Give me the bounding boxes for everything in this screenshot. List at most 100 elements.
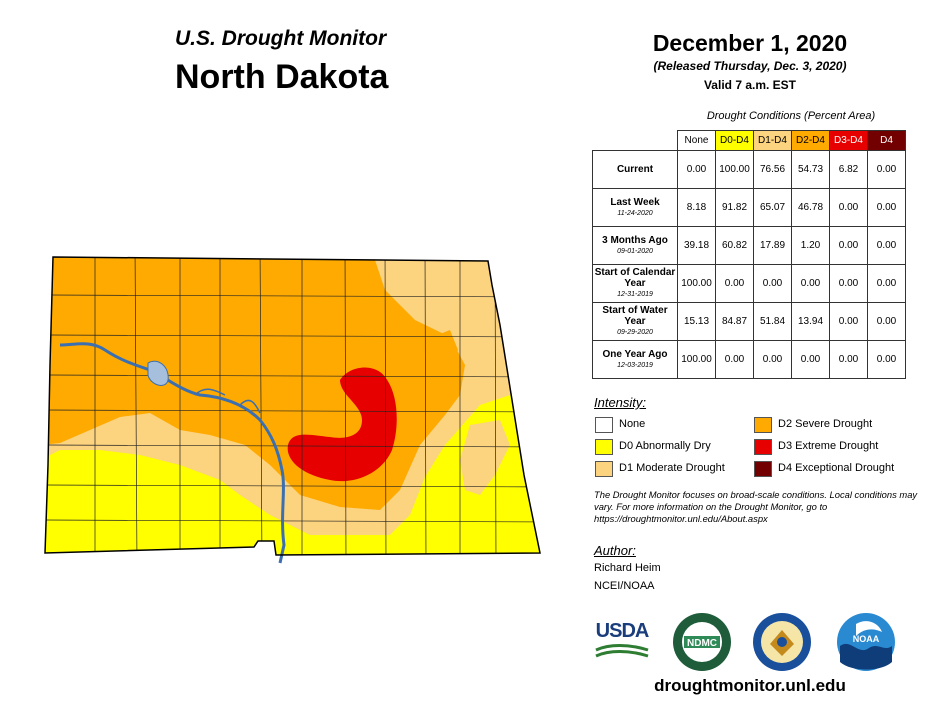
table-row: Last Week 11-24-2020 8.18 91.82 65.07 46.78 0.…: [592, 188, 906, 227]
table-cell: 39.18: [677, 226, 716, 265]
author-org: NCEI/NOAA: [594, 580, 655, 592]
table-cell: 0.00: [829, 188, 868, 227]
table-cell: 0.00: [829, 302, 868, 341]
noaa-logo-text: NOAA: [853, 634, 880, 644]
table-cell: 100.00: [715, 150, 754, 189]
legend-title: Intensity:: [594, 395, 647, 410]
d3-area: [287, 367, 397, 482]
disclaimer-note: The Drought Monitor focuses on broad-sca…: [594, 489, 918, 524]
missouri-river: [59, 342, 286, 564]
ndmc-logo-text: NDMC: [687, 638, 717, 649]
table-corner: [593, 131, 678, 151]
legend-swatch: [595, 439, 613, 455]
table-cell: 100.00: [677, 340, 716, 379]
table-cell: 0.00: [829, 226, 868, 265]
table-cell: 84.87: [715, 302, 754, 341]
table-cell: 0.00: [867, 340, 906, 379]
drought-stats-table: None D0-D4 D1-D4 D2-D4 D3-D4 D4 Current 0…: [592, 130, 906, 379]
row-label-text: Last Week: [610, 196, 660, 208]
drought-map: [44, 256, 541, 564]
website-link[interactable]: droughtmonitor.unl.edu: [654, 676, 846, 695]
legend-swatch: [595, 417, 613, 433]
table-cell: 0.00: [867, 226, 906, 265]
table-caption: Drought Conditions (Percent Area): [706, 110, 876, 122]
col-d1-d4: D1-D4: [753, 130, 792, 151]
noaa-logo: NOAA: [837, 613, 895, 671]
d1-area-2: [460, 420, 510, 495]
table-cell: 0.00: [829, 340, 868, 379]
row-label-text: One Year Ago: [602, 348, 668, 360]
row-date: 09-01-2020: [617, 247, 653, 255]
legend-label: D0 Abnormally Dry: [619, 440, 711, 452]
table-cell: 8.18: [677, 188, 716, 227]
table-cell: 51.84: [753, 302, 792, 341]
map-subtitle: U.S. Drought Monitor: [175, 27, 387, 50]
table-cell: 0.00: [867, 302, 906, 341]
table-cell: 1.20: [791, 226, 830, 265]
row-label: Current: [592, 150, 678, 189]
table-cell: 100.00: [677, 264, 716, 303]
author-name: Richard Heim: [594, 562, 661, 574]
table-row: Start of Water Year 09-29-2020 15.13 84.87 5…: [592, 302, 906, 341]
state-outline: [44, 256, 541, 556]
table-row: Start of Calendar Year 12-31-2019 100.00 0.…: [592, 264, 906, 303]
table-cell: 91.82: [715, 188, 754, 227]
col-d3-d4: D3-D4: [829, 130, 868, 151]
table-cell: 0.00: [867, 150, 906, 189]
table-cell: 0.00: [715, 340, 754, 379]
col-none: None: [677, 130, 716, 151]
map-date: December 1, 2020: [652, 30, 848, 56]
row-date: 09-29-2020: [617, 329, 653, 336]
legend-swatch: [754, 417, 772, 433]
legend-label: D4 Exceptional Drought: [778, 462, 895, 474]
map-title: North Dakota: [175, 58, 389, 96]
col-d4: D4: [867, 130, 906, 151]
table-cell: 0.00: [715, 264, 754, 303]
table-cell: 0.00: [867, 188, 906, 227]
legend-label: None: [619, 418, 646, 430]
row-label-text: Start of Water Year: [602, 305, 668, 327]
table-cell: 76.56: [753, 150, 792, 189]
row-date: 12-31-2019: [617, 291, 653, 298]
legend-swatch: [754, 439, 772, 455]
table-cell: 15.13: [677, 302, 716, 341]
table-row: 3 Months Ago 09-01-2020 39.18 60.82 17.89 1.2…: [592, 226, 906, 265]
table-cell: 0.00: [791, 264, 830, 303]
table-cell: 0.00: [753, 340, 792, 379]
table-cell: 0.00: [753, 264, 792, 303]
table-cell: 6.82: [829, 150, 868, 189]
usda-swoosh-icon: [595, 644, 649, 658]
row-label-text: 3 Months Ago: [602, 234, 668, 246]
table-row: Current 0.00 100.00 76.56 54.73 6.82 0.00: [592, 150, 906, 189]
row-label: 3 Months Ago 09-01-2020: [592, 226, 678, 265]
release-date: (Released Thursday, Dec. 3, 2020): [653, 59, 847, 73]
row-label-text: Start of Calendar Year: [594, 267, 676, 289]
row-label: Start of Calendar Year 12-31-2019: [592, 264, 678, 303]
row-date: 11-24-2020: [617, 209, 653, 217]
doc-seal-icon: [753, 613, 811, 671]
row-label-text: Current: [616, 164, 654, 175]
drought-areas: [45, 257, 540, 555]
table-header-row: None D0-D4 D1-D4 D2-D4 D3-D4 D4: [593, 130, 906, 151]
usda-logo: USDA: [594, 620, 650, 660]
table-cell: 0.00: [677, 150, 716, 189]
legend-label: D2 Severe Drought: [778, 418, 873, 430]
author-heading: Author:: [594, 543, 636, 558]
col-d0-d4: D0-D4: [715, 130, 754, 151]
table-cell: 0.00: [791, 340, 830, 379]
col-d2-d4: D2-D4: [791, 130, 830, 151]
legend-label: D3 Extreme Drought: [778, 440, 879, 452]
table-row: One Year Ago 12-03-2019 100.00 0.00 0.00 0.00…: [592, 340, 906, 379]
table-cell: 0.00: [829, 264, 868, 303]
table-cell: 60.82: [715, 226, 754, 265]
d2-area-2: [425, 330, 458, 370]
county-lines: [45, 257, 540, 555]
legend-swatch: [754, 461, 772, 477]
table-cell: 13.94: [791, 302, 830, 341]
valid-time: Valid 7 a.m. EST: [703, 78, 797, 92]
legend-swatch: [595, 461, 613, 477]
row-label: One Year Ago 12-03-2019: [592, 340, 678, 379]
row-label: Last Week 11-24-2020: [592, 188, 678, 227]
table-cell: 46.78: [791, 188, 830, 227]
row-label: Start of Water Year 09-29-2020: [592, 302, 678, 341]
